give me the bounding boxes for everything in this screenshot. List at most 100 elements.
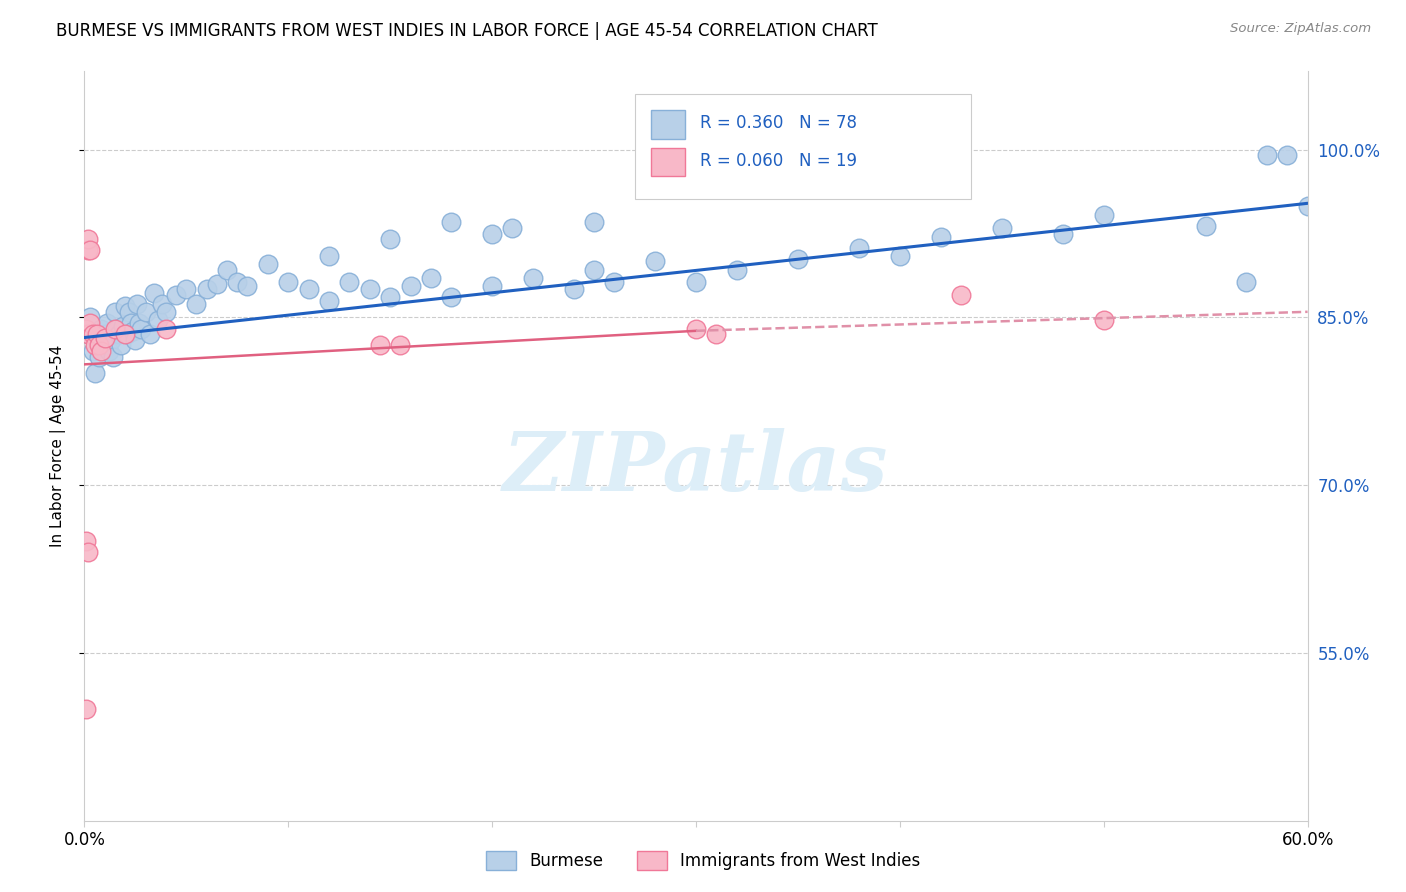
Point <box>195 282 218 296</box>
Point <box>277 275 299 289</box>
Point <box>481 227 503 241</box>
Point <box>77 244 100 258</box>
Legend: Burmese, Immigrants from West Indies: Burmese, Immigrants from West Indies <box>479 844 927 877</box>
Point <box>135 305 157 319</box>
Point <box>90 321 112 335</box>
Point <box>368 338 391 352</box>
Point <box>1195 219 1218 233</box>
Point <box>83 338 105 352</box>
Point <box>87 338 110 352</box>
Point <box>1092 312 1115 326</box>
Point <box>77 232 100 246</box>
Point <box>75 321 97 335</box>
Point <box>104 305 127 319</box>
Point <box>82 327 104 342</box>
Point <box>97 343 120 358</box>
Point <box>105 321 128 335</box>
Point <box>82 343 104 358</box>
Point <box>318 293 340 308</box>
Point <box>1052 227 1074 241</box>
Text: ZIPatlas: ZIPatlas <box>503 428 889 508</box>
Point <box>389 338 412 352</box>
Point <box>481 279 503 293</box>
Point <box>120 316 142 330</box>
Point <box>150 297 173 311</box>
Point <box>128 316 150 330</box>
Point <box>1296 198 1319 212</box>
Point <box>298 282 321 296</box>
Point <box>1256 148 1278 162</box>
Y-axis label: In Labor Force | Age 45-54: In Labor Force | Age 45-54 <box>51 345 66 547</box>
Point <box>848 241 870 255</box>
FancyBboxPatch shape <box>651 148 685 177</box>
Point <box>86 327 108 342</box>
FancyBboxPatch shape <box>651 111 685 139</box>
Point <box>502 221 524 235</box>
Text: BURMESE VS IMMIGRANTS FROM WEST INDIES IN LABOR FORCE | AGE 45-54 CORRELATION CH: BURMESE VS IMMIGRANTS FROM WEST INDIES I… <box>56 22 877 40</box>
Point <box>1277 148 1299 162</box>
Point <box>108 327 131 342</box>
Point <box>583 215 606 229</box>
Point <box>420 271 443 285</box>
Point <box>83 367 105 381</box>
Point <box>79 310 101 325</box>
Point <box>93 327 115 342</box>
Point <box>1236 275 1258 289</box>
Point <box>138 327 160 342</box>
Point <box>112 319 135 334</box>
Point <box>522 271 544 285</box>
Point <box>583 263 606 277</box>
Point <box>75 321 97 335</box>
Point <box>603 275 626 289</box>
Point <box>217 263 239 277</box>
Point <box>950 288 973 302</box>
Point <box>96 316 118 330</box>
Point <box>889 249 911 263</box>
Point <box>104 321 127 335</box>
Point <box>174 282 197 296</box>
Point <box>75 534 97 549</box>
Point <box>257 257 280 271</box>
Point <box>114 327 136 342</box>
Point <box>101 350 124 364</box>
Point <box>236 279 259 293</box>
Point <box>93 330 115 344</box>
Point <box>339 275 361 289</box>
Point <box>131 321 153 335</box>
Point <box>706 327 728 342</box>
Point <box>685 275 707 289</box>
Point <box>165 288 187 302</box>
Point <box>127 297 149 311</box>
Point <box>87 350 110 364</box>
Point <box>205 277 228 291</box>
Point <box>440 290 463 304</box>
Point <box>124 333 146 347</box>
Point <box>380 290 402 304</box>
Point <box>644 254 666 268</box>
Point <box>155 321 177 335</box>
Point <box>226 275 249 289</box>
Point <box>79 244 101 258</box>
Point <box>562 282 585 296</box>
Text: R = 0.060   N = 19: R = 0.060 N = 19 <box>700 152 856 169</box>
Text: R = 0.360   N = 78: R = 0.360 N = 78 <box>700 114 856 132</box>
Point <box>86 333 108 347</box>
Point <box>155 305 177 319</box>
Point <box>90 343 112 358</box>
Point <box>100 333 122 347</box>
Point <box>114 299 136 313</box>
FancyBboxPatch shape <box>636 94 972 199</box>
Point <box>146 312 169 326</box>
Point <box>91 338 114 352</box>
Text: Source: ZipAtlas.com: Source: ZipAtlas.com <box>1230 22 1371 36</box>
Point <box>399 279 422 293</box>
Point <box>440 215 463 229</box>
Point <box>77 327 100 342</box>
Point <box>186 297 208 311</box>
Point <box>142 285 165 300</box>
Point <box>110 338 132 352</box>
Point <box>77 545 100 559</box>
Point <box>929 230 952 244</box>
Point <box>380 232 402 246</box>
Point <box>359 282 381 296</box>
